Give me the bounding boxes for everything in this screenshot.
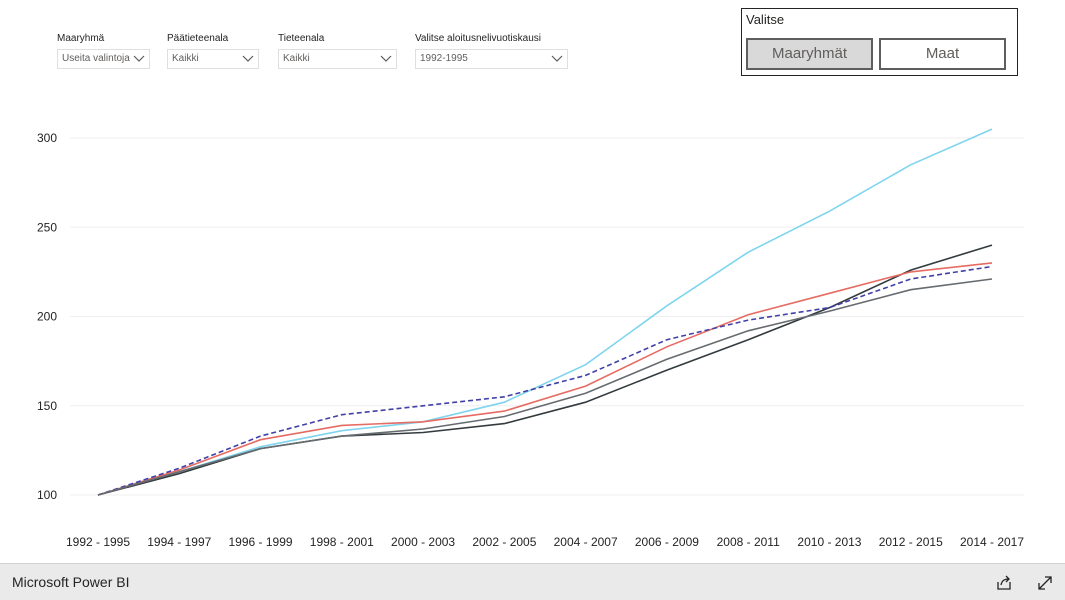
expand-icon[interactable] — [1036, 574, 1054, 592]
dropdown-value: Kaikki — [283, 53, 310, 64]
series-line-5 — [97, 278, 993, 496]
line-chart: 100 150 200 250 300 1992 - 1995 1994 - 1997 199… — [37, 128, 1024, 549]
x-tick-label: 1998 - 2001 — [310, 535, 374, 549]
chevron-down-icon — [380, 55, 392, 62]
y-tick-label: 300 — [37, 131, 57, 145]
x-tick-label: 2012 - 2015 — [879, 535, 943, 549]
x-tick-label: 1994 - 1997 — [147, 535, 211, 549]
dropdown-value: Useita valintoja — [62, 53, 130, 64]
footer-bar: Microsoft Power BI — [0, 563, 1065, 600]
maaryhmat-button[interactable]: Maaryhmät — [746, 38, 873, 70]
series-line-1 — [97, 128, 993, 496]
x-tick-label: 2004 - 2007 — [554, 535, 618, 549]
tieteenala-dropdown[interactable]: Kaikki — [278, 49, 397, 69]
valitse-title: Valitse — [746, 12, 785, 27]
dropdown-value: Kaikki — [172, 53, 199, 64]
x-tick-label: 2006 - 2009 — [635, 535, 699, 549]
chevron-down-icon — [551, 55, 563, 62]
x-tick-label: 1992 - 1995 — [66, 535, 130, 549]
paatieteenala-dropdown[interactable]: Kaikki — [167, 49, 259, 69]
series-line-3 — [97, 262, 993, 496]
maat-button[interactable]: Maat — [879, 38, 1006, 70]
valitse-panel: Valitse Maaryhmät Maat — [741, 8, 1018, 76]
filter-paatieteenala: Päätieteenala Kaikki — [167, 32, 259, 69]
y-tick-label: 100 — [37, 488, 57, 502]
filter-label: Päätieteenala — [167, 33, 229, 44]
x-tick-label: 2014 - 2017 — [960, 535, 1024, 549]
series-line-4 — [97, 265, 993, 496]
x-tick-label: 2000 - 2003 — [391, 535, 455, 549]
x-tick-label: 2008 - 2011 — [717, 535, 780, 549]
y-tick-label: 200 — [37, 310, 57, 324]
y-tick-label: 150 — [37, 399, 57, 413]
share-icon[interactable] — [995, 574, 1013, 592]
filter-label: Maaryhmä — [57, 33, 105, 44]
filter-aloitusnelivuotiskausi: Valitse aloitusnelivuotiskausi 1992-1995 — [415, 32, 568, 69]
x-tick-label: 2010 - 2013 — [797, 535, 861, 549]
aloitusnelivuotiskausi-dropdown[interactable]: 1992-1995 — [415, 49, 568, 69]
maaryhma-dropdown[interactable]: Useita valintoja — [57, 49, 150, 69]
chevron-down-icon — [133, 55, 145, 62]
filter-label: Tieteenala — [278, 33, 325, 44]
filter-maaryhma: Maaryhmä Useita valintoja — [57, 32, 150, 69]
x-tick-label: 1996 - 1999 — [229, 535, 293, 549]
filter-tieteenala: Tieteenala Kaikki — [278, 32, 397, 69]
x-tick-label: 2002 - 2005 — [472, 535, 536, 549]
y-tick-label: 250 — [37, 220, 57, 234]
dropdown-value: 1992-1995 — [420, 53, 468, 64]
chevron-down-icon — [242, 55, 254, 62]
brand-label: Microsoft Power BI — [12, 574, 130, 590]
filter-label: Valitse aloitusnelivuotiskausi — [415, 33, 541, 44]
